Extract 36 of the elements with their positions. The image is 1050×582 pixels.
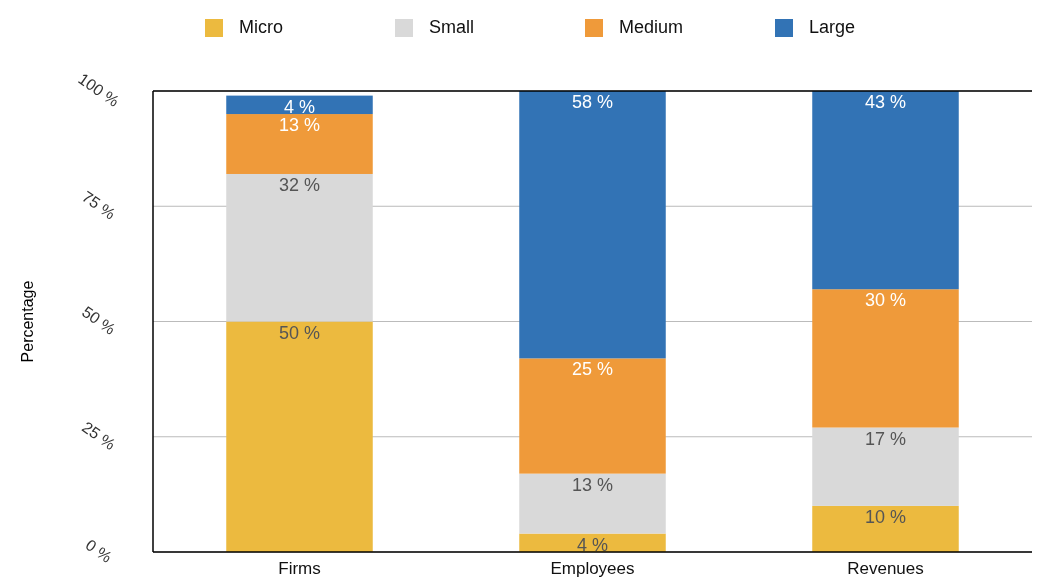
data-label: 50 % — [278, 322, 321, 343]
bar — [226, 114, 373, 174]
y-tick-label: 75 % — [78, 187, 119, 223]
data-label: 10 % — [864, 506, 907, 527]
bar — [226, 95, 373, 115]
bar — [519, 91, 666, 359]
bar — [812, 505, 959, 552]
data-label: 17 % — [864, 428, 907, 449]
data-label: 43 % — [864, 92, 907, 112]
data-label: 13 % — [278, 115, 321, 136]
x-tick-label: Firms — [278, 559, 321, 578]
data-label: 4 % — [576, 534, 609, 555]
data-label: 13 % — [571, 474, 614, 495]
legend-label: Medium — [619, 16, 684, 37]
y-axis-title: Percentage — [19, 280, 36, 363]
x-tick-label: Employees — [550, 559, 635, 578]
data-label: 30 % — [864, 290, 907, 311]
bar — [812, 91, 959, 290]
x-tick-label: Revenues — [847, 559, 924, 578]
data-label: 58 % — [571, 92, 614, 112]
bar — [519, 473, 666, 534]
bar — [226, 173, 373, 322]
bar — [226, 321, 373, 552]
data-label: 25 % — [571, 359, 614, 380]
legend-label: Micro — [239, 16, 283, 37]
bar — [812, 427, 959, 506]
bar — [519, 358, 666, 474]
data-label: 32 % — [278, 174, 321, 195]
legend-label: Small — [429, 16, 475, 37]
y-tick-label: 50 % — [78, 303, 119, 338]
y-tick-label: 0 % — [82, 536, 115, 566]
y-tick-label: 100 % — [75, 69, 123, 110]
data-label: 4 % — [283, 96, 316, 117]
y-tick-label: 25 % — [78, 418, 119, 454]
legend-label: Large — [809, 16, 856, 37]
bar — [812, 289, 959, 428]
